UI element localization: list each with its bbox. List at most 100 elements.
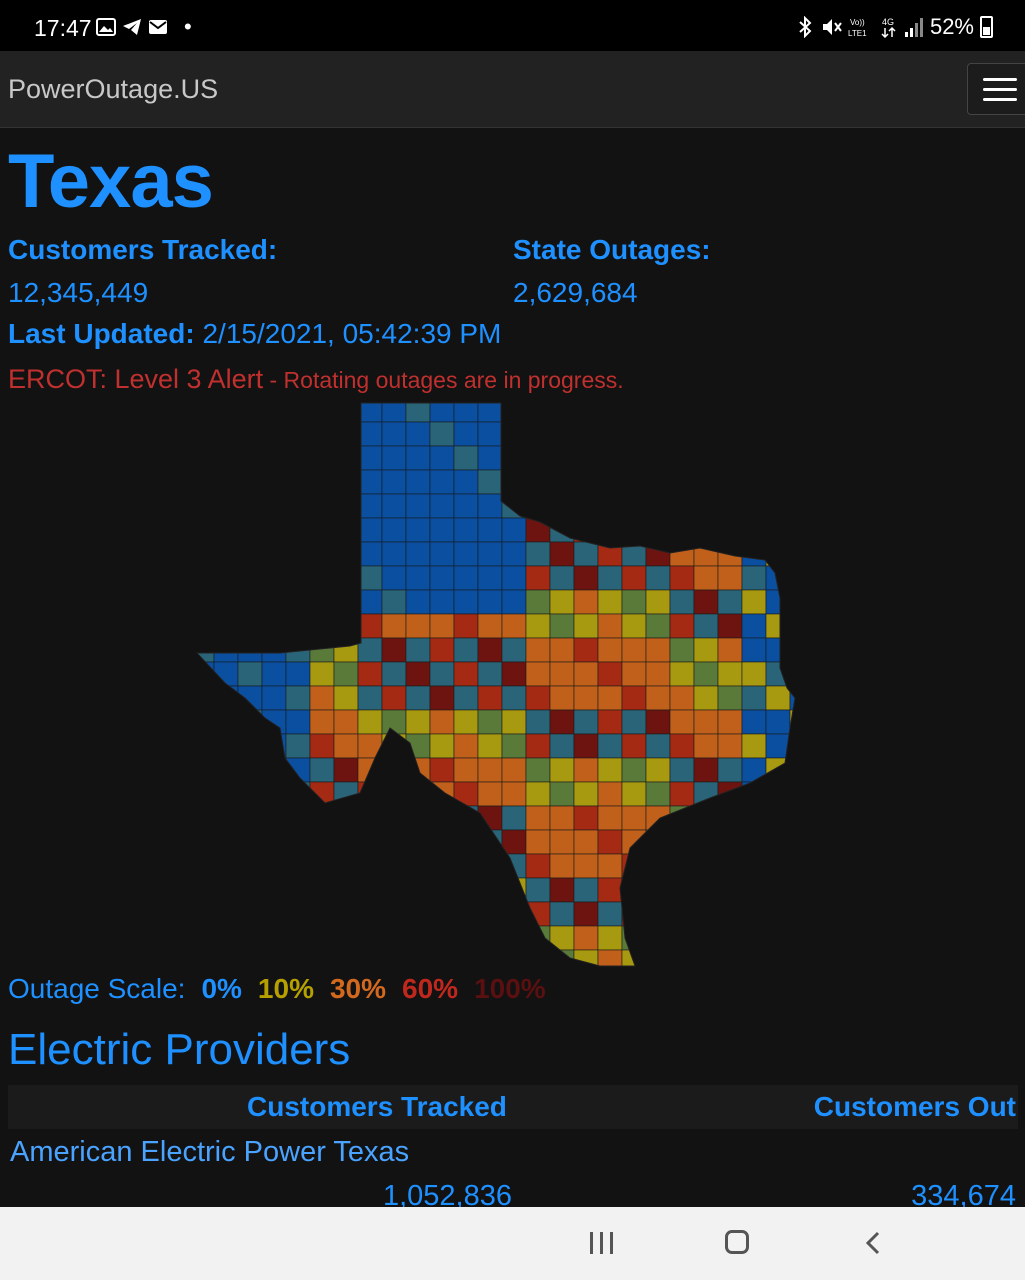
county-cell[interactable] [501,469,527,495]
county-cell[interactable] [309,709,335,735]
county-cell[interactable] [237,829,263,855]
county-cell[interactable] [645,733,671,759]
county-cell[interactable] [237,421,263,447]
county-cell[interactable] [573,733,599,759]
county-cell[interactable] [645,757,671,783]
county-cell[interactable] [285,613,311,639]
county-cell[interactable] [717,445,743,471]
county-cell[interactable] [333,901,359,927]
county-cell[interactable] [717,661,743,687]
county-cell[interactable] [333,493,359,519]
county-cell[interactable] [309,565,335,591]
county-cell[interactable] [573,398,599,423]
county-cell[interactable] [645,661,671,687]
county-cell[interactable] [213,925,239,951]
county-cell[interactable] [429,517,455,543]
county-cell[interactable] [765,421,791,447]
county-cell[interactable] [621,541,647,567]
county-cell[interactable] [261,901,287,927]
county-cell[interactable] [645,781,671,807]
county-cell[interactable] [429,805,455,831]
county-cell[interactable] [285,781,311,807]
county-cell[interactable] [261,445,287,471]
county-cell[interactable] [741,398,767,423]
county-cell[interactable] [717,637,743,663]
county-cell[interactable] [741,925,767,951]
county-cell[interactable] [597,949,623,970]
county-cell[interactable] [645,805,671,831]
county-cell[interactable] [621,805,647,831]
county-cell[interactable] [261,517,287,543]
county-cell[interactable] [453,541,479,567]
county-cell[interactable] [741,589,767,615]
county-cell[interactable] [597,565,623,591]
county-cell[interactable] [693,877,719,903]
county-cell[interactable] [237,589,263,615]
county-cell[interactable] [213,421,239,447]
county-cell[interactable] [765,901,791,927]
county-cell[interactable] [525,565,551,591]
home-button[interactable] [725,1230,749,1254]
county-cell[interactable] [717,398,743,423]
county-cell[interactable] [333,517,359,543]
texas-county-map[interactable] [190,398,810,970]
county-cell[interactable] [741,949,767,970]
county-cell[interactable] [381,901,407,927]
county-cell[interactable] [741,517,767,543]
county-cell[interactable] [501,661,527,687]
county-cell[interactable] [597,901,623,927]
county-cell[interactable] [717,421,743,447]
county-cell[interactable] [597,709,623,735]
county-cell[interactable] [621,493,647,519]
county-cell[interactable] [669,901,695,927]
county-cell[interactable] [669,949,695,970]
county-cell[interactable] [741,877,767,903]
county-cell[interactable] [405,517,431,543]
county-cell[interactable] [789,493,810,519]
county-cell[interactable] [261,757,287,783]
county-cell[interactable] [405,925,431,951]
county-cell[interactable] [190,469,215,495]
county-cell[interactable] [405,493,431,519]
county-cell[interactable] [621,709,647,735]
menu-toggle-button[interactable] [967,63,1025,115]
county-cell[interactable] [429,829,455,855]
county-cell[interactable] [741,901,767,927]
county-cell[interactable] [357,661,383,687]
county-cell[interactable] [261,733,287,759]
county-cell[interactable] [477,589,503,615]
county-cell[interactable] [621,637,647,663]
county-cell[interactable] [765,853,791,879]
county-cell[interactable] [261,949,287,970]
county-cell[interactable] [717,613,743,639]
county-cell[interactable] [405,781,431,807]
county-cell[interactable] [213,398,239,423]
county-cell[interactable] [621,517,647,543]
county-cell[interactable] [190,589,215,615]
county-cell[interactable] [333,398,359,423]
county-cell[interactable] [477,613,503,639]
county-cell[interactable] [765,589,791,615]
county-cell[interactable] [453,733,479,759]
county-cell[interactable] [285,541,311,567]
county-cell[interactable] [261,853,287,879]
county-cell[interactable] [501,853,527,879]
county-cell[interactable] [237,541,263,567]
county-cell[interactable] [213,541,239,567]
county-cell[interactable] [741,685,767,711]
county-cell[interactable] [213,877,239,903]
county-cell[interactable] [309,949,335,970]
county-cell[interactable] [261,661,287,687]
county-cell[interactable] [645,925,671,951]
county-cell[interactable] [357,709,383,735]
county-cell[interactable] [285,421,311,447]
county-cell[interactable] [549,901,575,927]
county-cell[interactable] [525,733,551,759]
county-cell[interactable] [525,805,551,831]
county-cell[interactable] [765,757,791,783]
county-cell[interactable] [381,565,407,591]
county-cell[interactable] [190,493,215,519]
county-cell[interactable] [717,733,743,759]
county-cell[interactable] [693,637,719,663]
county-cell[interactable] [405,829,431,855]
